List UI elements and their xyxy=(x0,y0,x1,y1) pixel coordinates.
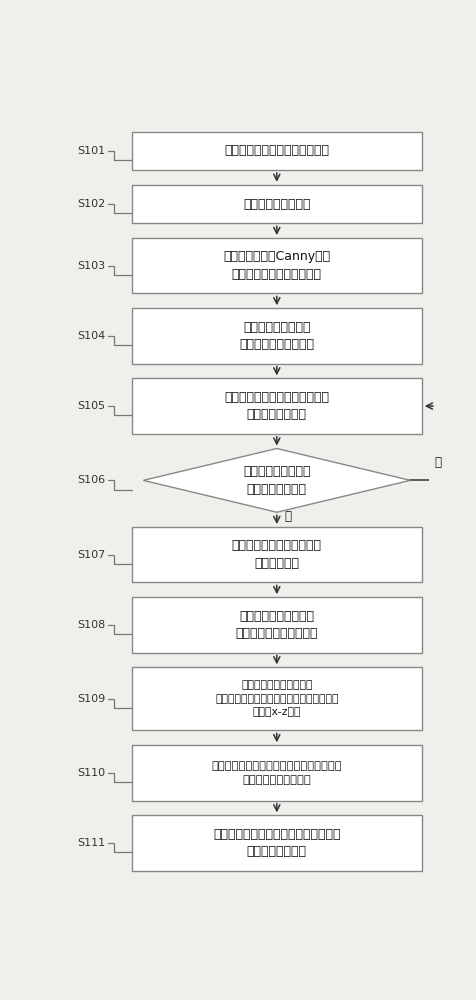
Text: S106: S106 xyxy=(78,475,106,485)
Text: S101: S101 xyxy=(78,146,106,156)
Bar xyxy=(131,527,421,582)
Text: 计算最优匹配线段对队列
对应的实际竖线组中各条竖线在摄像头坐标
系下的x-z坐标: 计算最优匹配线段对队列 对应的实际竖线组中各条竖线在摄像头坐标 系下的x-z坐标 xyxy=(215,680,338,717)
Bar xyxy=(131,238,421,293)
Text: 是: 是 xyxy=(284,510,290,523)
Bar xyxy=(131,185,421,223)
Text: S104: S104 xyxy=(78,331,106,341)
Text: 以左线段组中一条线段为基准，
获得匹配线段对组: 以左线段组中一条线段为基准， 获得匹配线段对组 xyxy=(224,391,328,421)
Bar xyxy=(131,308,421,364)
Text: S105: S105 xyxy=(78,401,106,411)
Text: 判断左线段组中所有
线段是否完成匹配: 判断左线段组中所有 线段是否完成匹配 xyxy=(243,465,310,496)
Text: 采用全局最优匹配原则
获得最优匹配线段对队列: 采用全局最优匹配原则 获得最优匹配线段对队列 xyxy=(235,610,317,640)
Text: S102: S102 xyxy=(78,199,106,209)
Bar xyxy=(131,745,421,801)
Text: 获得左线段组中所有线段的
匹配线段对组: 获得左线段组中所有线段的 匹配线段对组 xyxy=(231,539,321,570)
Text: S103: S103 xyxy=(78,261,106,271)
Polygon shape xyxy=(143,448,409,512)
Text: 否: 否 xyxy=(433,456,440,469)
Text: S109: S109 xyxy=(78,694,106,704)
Text: S110: S110 xyxy=(78,768,106,778)
Text: S107: S107 xyxy=(78,550,106,560)
Text: 对截取图像进行Canny算子
边缘检测，获得二值化图像: 对截取图像进行Canny算子 边缘检测，获得二值化图像 xyxy=(223,250,330,281)
Bar xyxy=(131,667,421,730)
Text: S111: S111 xyxy=(78,838,106,848)
Bar xyxy=(131,597,421,653)
Bar xyxy=(131,378,421,434)
Bar xyxy=(131,132,421,170)
Text: 对两路图像进行截取: 对两路图像进行截取 xyxy=(243,198,310,211)
Text: 根据实际竖线组内任意两条竖线的距离获得
疑似门组合疑似门框组: 根据实际竖线组内任意两条竖线的距离获得 疑似门组合疑似门框组 xyxy=(211,761,341,785)
Text: 获得左右两路图像中
可能为门边框的线段组: 获得左右两路图像中 可能为门边框的线段组 xyxy=(239,321,314,351)
Text: 接收两路双目视觉摄像机的图像: 接收两路双目视觉摄像机的图像 xyxy=(224,144,328,157)
Bar xyxy=(131,815,421,871)
Text: 采用积分制原则获得疑似门的最优解，
即实现对门的识别: 采用积分制原则获得疑似门的最优解， 即实现对门的识别 xyxy=(213,828,340,858)
Text: S108: S108 xyxy=(78,620,106,630)
